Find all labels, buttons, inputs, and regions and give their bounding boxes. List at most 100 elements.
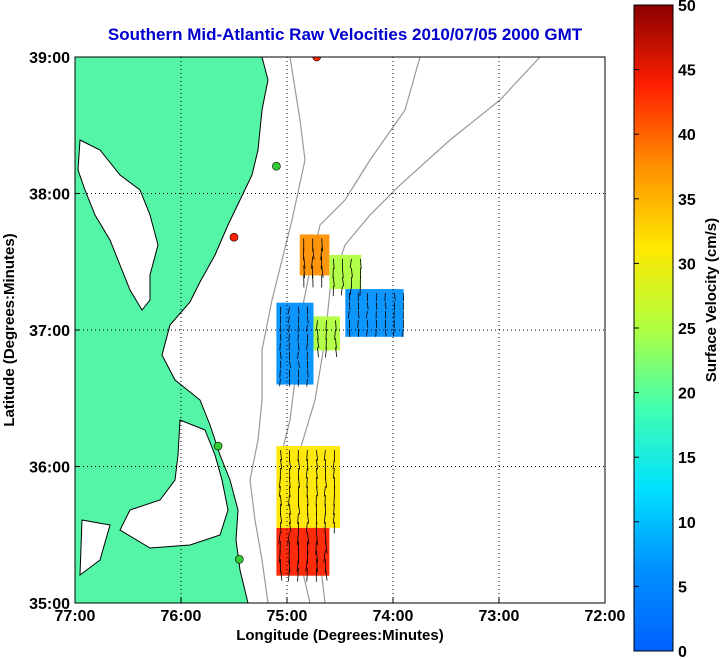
velocity-arrow <box>325 329 327 340</box>
velocity-arrow <box>323 449 326 461</box>
chesapeake-bay <box>77 139 159 311</box>
grid-lines <box>75 57 605 603</box>
velocity-arrow <box>317 347 319 358</box>
velocity-arrow <box>306 567 308 582</box>
velocity-arrow <box>280 494 282 506</box>
x-tick-label: 74:00 <box>373 608 414 625</box>
x-tick-label: 77:00 <box>55 608 96 625</box>
velocity-arrow <box>298 458 301 470</box>
colorbar-tick-label: 35 <box>678 192 696 209</box>
velocity-arrow <box>317 338 320 349</box>
velocity-arrow <box>375 329 377 337</box>
x-axis-label: Longitude (Degrees:Minutes) <box>236 627 444 644</box>
velocity-arrow <box>289 521 292 533</box>
velocity-arrow <box>288 324 290 333</box>
velocity-arrow <box>307 531 310 545</box>
velocity-arrow <box>320 247 323 261</box>
y-axis-ticks: 35:00 36:00 37:00 38:00 39:00 <box>29 50 80 613</box>
velocity-arrow <box>305 558 308 572</box>
velocity-arrow <box>307 494 309 507</box>
velocity-arrow <box>289 476 291 489</box>
station-marker <box>272 161 281 171</box>
velocity-arrow <box>280 333 282 342</box>
velocity-arrow <box>303 265 306 279</box>
velocity-arrow <box>305 324 308 332</box>
velocity-arrow <box>280 522 282 534</box>
velocity-arrow <box>323 549 326 563</box>
y-tick-label: 35:00 <box>29 596 70 613</box>
velocity-arrow <box>288 494 290 507</box>
velocity-arrow <box>317 329 319 340</box>
x-tick-label: 75:00 <box>267 608 308 625</box>
velocity-arrow <box>278 485 281 497</box>
y-tick-label: 39:00 <box>29 50 70 67</box>
colorbar-label: Surface Velocity (cm/s) <box>703 218 720 382</box>
velocity-arrow <box>349 285 352 296</box>
colorbar-ticks: 0 5 10 15 20 25 30 35 40 45 50 <box>634 0 696 659</box>
velocity-arrow <box>332 458 335 470</box>
velocity-arrow <box>321 265 324 278</box>
colorbar-tick-label: 10 <box>678 515 696 532</box>
velocity-arrow <box>296 558 299 572</box>
colorbar-tick-label: 25 <box>678 321 696 338</box>
velocity-arrow <box>303 256 306 269</box>
velocity-arrow <box>289 503 291 515</box>
bathymetry-contour-inner <box>249 57 306 603</box>
pamlico-sound <box>119 419 229 549</box>
velocity-arrow <box>298 342 300 351</box>
velocity-arrow <box>297 351 299 360</box>
velocity-arrow <box>307 369 309 378</box>
velocity-arrow <box>384 302 387 310</box>
velocity-arrow <box>307 512 310 524</box>
velocity-arrow <box>335 320 337 331</box>
velocity-arrow <box>366 302 369 310</box>
velocity-arrow <box>325 567 328 581</box>
velocity-arrow <box>297 333 299 342</box>
velocity-arrow <box>306 342 308 351</box>
y-tick-label: 36:00 <box>29 460 70 477</box>
velocity-arrow <box>297 567 299 582</box>
x-axis-ticks: 77:00 76:00 75:00 74:00 73:00 72:00 <box>55 598 626 625</box>
chart-title: Southern Mid-Atlantic Raw Velocities 201… <box>108 25 583 44</box>
velocity-arrow <box>316 549 319 564</box>
velocity-arrow <box>321 238 323 252</box>
velocity-arrow <box>280 458 283 470</box>
velocity-arrow <box>333 503 335 516</box>
velocity-arrow <box>279 476 281 488</box>
velocity-arrow <box>325 347 327 358</box>
radar-stations <box>213 57 321 564</box>
velocity-region <box>329 254 362 290</box>
velocity-arrow <box>298 503 301 515</box>
velocity-arrow <box>357 311 360 319</box>
velocity-arrow <box>316 458 319 470</box>
velocity-arrow <box>392 328 395 337</box>
colorbar-tick-label: 20 <box>678 386 696 403</box>
velocity-arrow <box>296 531 299 546</box>
velocity-arrow <box>333 258 335 269</box>
colorbar: 0 5 10 15 20 25 30 35 40 45 50 Surface Velocity (c… <box>633 0 720 659</box>
x-tick-label: 76:00 <box>161 608 202 625</box>
velocity-arrow <box>316 467 318 479</box>
velocity-arrow <box>325 476 327 488</box>
velocity-arrow <box>311 256 314 269</box>
velocity-arrow <box>342 267 344 278</box>
velocity-arrow <box>315 540 317 555</box>
velocity-region <box>276 527 330 576</box>
velocity-arrow <box>306 477 308 489</box>
velocity-arrow <box>348 329 351 337</box>
velocity-arrow <box>351 267 353 278</box>
velocity-arrow <box>384 329 387 337</box>
velocity-arrow <box>289 360 291 369</box>
velocity-arrow <box>315 320 318 331</box>
velocity-arrow <box>312 247 315 260</box>
velocity-arrow <box>298 306 300 315</box>
colorbar-gradient <box>633 4 674 652</box>
velocity-arrow <box>279 369 281 378</box>
velocity-arrow <box>305 521 308 533</box>
velocity-region <box>276 446 340 528</box>
velocity-arrow <box>340 285 343 296</box>
velocity-arrow <box>305 467 308 479</box>
velocity-arrow <box>323 512 326 524</box>
velocity-arrow <box>366 311 368 319</box>
